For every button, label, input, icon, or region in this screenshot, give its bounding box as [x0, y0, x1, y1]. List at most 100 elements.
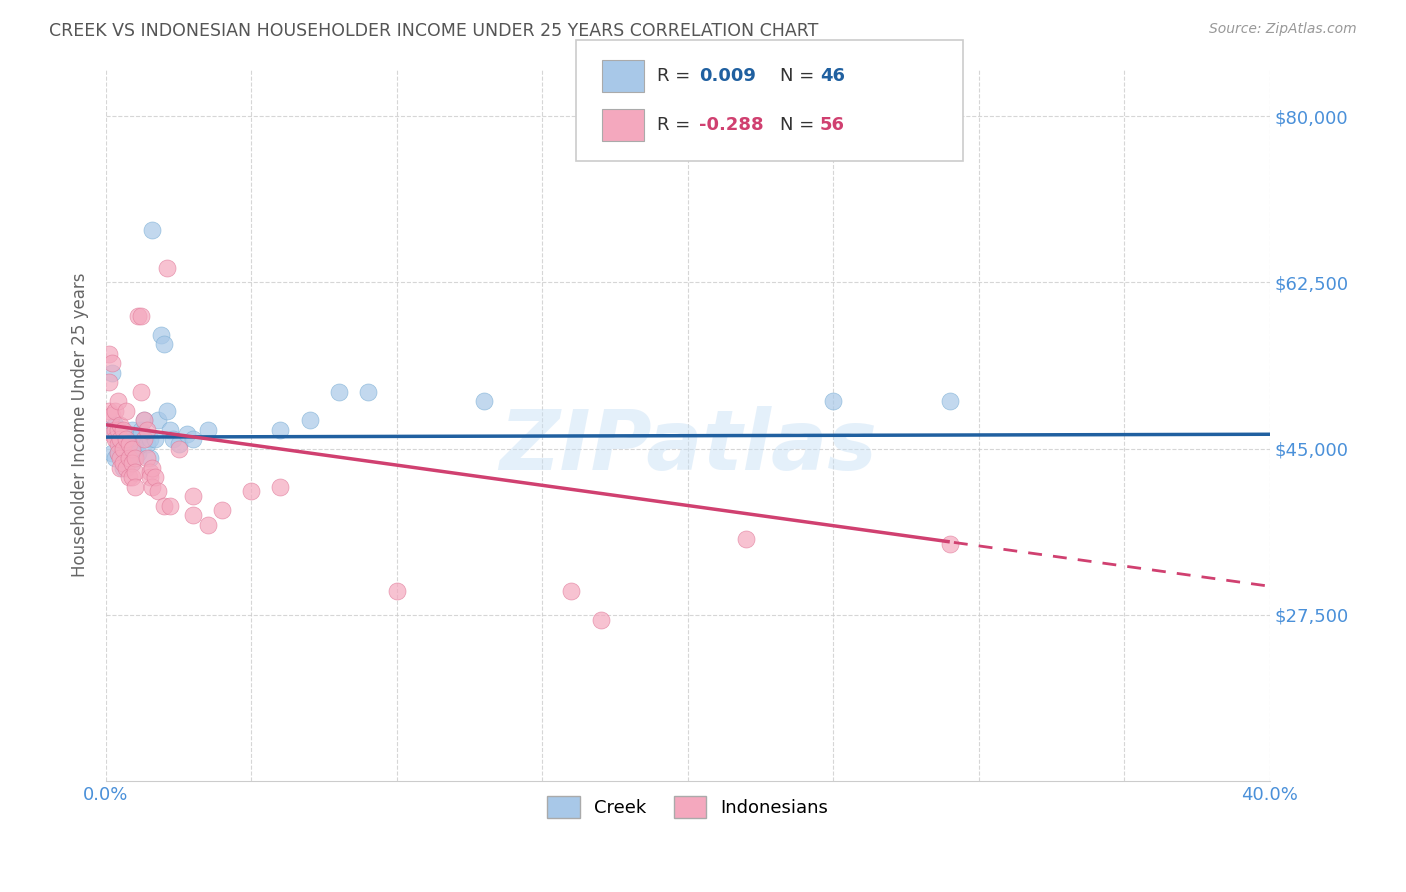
Text: ZIPatlas: ZIPatlas — [499, 406, 877, 487]
Point — [159, 499, 181, 513]
Point — [118, 470, 141, 484]
Point — [197, 517, 219, 532]
Point — [112, 427, 135, 442]
Text: N =: N = — [780, 116, 820, 134]
Legend: Creek, Indonesians: Creek, Indonesians — [540, 789, 835, 825]
Point — [148, 413, 170, 427]
Point — [129, 309, 152, 323]
Point — [124, 465, 146, 479]
Point — [110, 423, 132, 437]
Point — [110, 460, 132, 475]
Point — [112, 423, 135, 437]
Text: R =: R = — [657, 116, 696, 134]
Point — [118, 450, 141, 465]
Point — [138, 432, 160, 446]
Point — [181, 508, 204, 522]
Point — [162, 432, 184, 446]
Y-axis label: Householder Income Under 25 years: Householder Income Under 25 years — [72, 273, 89, 577]
Point — [269, 479, 291, 493]
Point — [118, 450, 141, 465]
Point — [112, 456, 135, 470]
Point — [121, 456, 143, 470]
Point — [110, 450, 132, 465]
Point — [589, 613, 612, 627]
Point — [156, 403, 179, 417]
Point — [124, 432, 146, 446]
Point — [132, 413, 155, 427]
Point — [153, 337, 176, 351]
Point — [127, 309, 149, 323]
Point — [153, 499, 176, 513]
Point — [141, 460, 163, 475]
Point — [97, 375, 120, 389]
Point — [100, 427, 122, 442]
Text: 0.009: 0.009 — [699, 67, 755, 85]
Point — [211, 503, 233, 517]
Point — [110, 436, 132, 450]
Point — [938, 536, 960, 550]
Point — [357, 384, 380, 399]
Point — [181, 489, 204, 503]
Point — [127, 432, 149, 446]
Point — [100, 366, 122, 380]
Point — [132, 432, 155, 446]
Point — [141, 223, 163, 237]
Point — [100, 446, 122, 460]
Point — [104, 403, 127, 417]
Point — [121, 423, 143, 437]
Point — [104, 423, 127, 437]
Point — [735, 532, 758, 546]
Point — [97, 423, 120, 437]
Point — [115, 403, 138, 417]
Text: N =: N = — [780, 67, 820, 85]
Point — [269, 423, 291, 437]
Point — [107, 436, 129, 450]
Point — [112, 442, 135, 456]
Point — [110, 417, 132, 432]
Point — [107, 423, 129, 437]
Point — [167, 442, 190, 456]
Point — [104, 450, 127, 465]
Text: CREEK VS INDONESIAN HOUSEHOLDER INCOME UNDER 25 YEARS CORRELATION CHART: CREEK VS INDONESIAN HOUSEHOLDER INCOME U… — [49, 22, 818, 40]
Point — [385, 584, 408, 599]
Point — [127, 446, 149, 460]
Point — [150, 327, 173, 342]
Point — [104, 417, 127, 432]
Point — [107, 446, 129, 460]
Point — [107, 446, 129, 460]
Point — [135, 436, 157, 450]
Point — [121, 456, 143, 470]
Point — [298, 413, 321, 427]
Point — [100, 356, 122, 370]
Point — [124, 479, 146, 493]
Point — [176, 427, 198, 442]
Point — [148, 484, 170, 499]
Point — [197, 423, 219, 437]
Text: 56: 56 — [820, 116, 845, 134]
Point — [138, 465, 160, 479]
Point — [104, 432, 127, 446]
Point — [115, 460, 138, 475]
Point — [132, 413, 155, 427]
Text: 46: 46 — [820, 67, 845, 85]
Point — [115, 450, 138, 465]
Point — [472, 394, 495, 409]
Point — [938, 394, 960, 409]
Point — [97, 403, 120, 417]
Point — [97, 346, 120, 360]
Point — [124, 450, 146, 465]
Point — [156, 260, 179, 275]
Point — [121, 470, 143, 484]
Text: R =: R = — [657, 67, 696, 85]
Point — [118, 436, 141, 450]
Point — [141, 479, 163, 493]
Point — [112, 460, 135, 475]
Text: Source: ZipAtlas.com: Source: ZipAtlas.com — [1209, 22, 1357, 37]
Point — [823, 394, 845, 409]
Point — [167, 436, 190, 450]
Point — [138, 470, 160, 484]
Point — [159, 423, 181, 437]
Point — [110, 432, 132, 446]
Point — [145, 432, 167, 446]
Point — [181, 432, 204, 446]
